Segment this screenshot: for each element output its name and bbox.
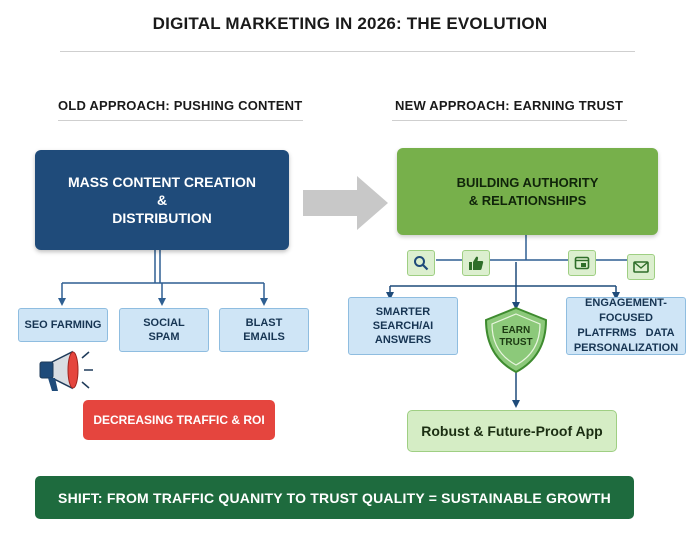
old-approach-heading: OLD APPROACH: PUSHING CONTENT — [58, 98, 303, 113]
megaphone-icon — [39, 350, 93, 391]
mail-icon — [627, 254, 655, 280]
authority-line2: & RELATIONSHIPS — [468, 192, 587, 208]
tactic-label: SEO FARMING — [24, 319, 102, 331]
old-approach-rule — [58, 120, 303, 121]
smarter-search-line2: SEARCH/AI — [372, 320, 434, 332]
mass-content-box: MASS CONTENT CREATION & DISTRIBUTION — [35, 150, 289, 250]
decreasing-traffic-box: DECREASING TRAFFIC & ROI — [83, 400, 275, 440]
shield-line1: EARN — [501, 325, 531, 336]
engagement-line1: ENGAGEMENT-FOCUSED — [585, 297, 667, 324]
thumbs-up-icon — [462, 250, 490, 276]
search-icon — [407, 250, 435, 276]
authority-line1: BUILDING AUTHORITY — [456, 174, 599, 190]
mass-content-line3: DISTRIBUTION — [112, 210, 212, 226]
smarter-search-line3: ANSWERS — [374, 334, 432, 346]
tactic-label: EMAILS — [243, 331, 285, 343]
mass-content-line1: MASS CONTENT CREATION — [68, 174, 256, 190]
robust-app-box: Robust & Future-Proof App — [407, 410, 617, 452]
blast-emails-box: BLAST EMAILS — [219, 308, 309, 352]
engagement-platforms-box: ENGAGEMENT-FOCUSED PLATFRMS DATA PERSONA… — [566, 297, 686, 355]
tactic-label: BLAST — [245, 317, 283, 329]
smarter-search-line1: SMARTER — [375, 306, 431, 318]
title-divider — [60, 51, 635, 52]
new-approach-heading: NEW APPROACH: EARNING TRUST — [395, 98, 624, 113]
social-spam-box: SOCIAL SPAM — [119, 308, 209, 352]
mass-content-line2: & — [156, 192, 168, 208]
tactic-label: SOCIAL — [143, 317, 185, 329]
earn-trust-shield: EARN TRUST — [490, 322, 542, 352]
smarter-search-box: SMARTER SEARCH/AI ANSWERS — [348, 297, 458, 355]
shield-shape — [484, 306, 548, 374]
tactic-label: SPAM — [148, 331, 180, 343]
seo-farming-box: SEO FARMING — [18, 308, 108, 342]
building-authority-box: BUILDING AUTHORITY & RELATIONSHIPS — [397, 148, 658, 235]
shield-line2: TRUST — [499, 337, 533, 348]
shift-banner: SHIFT: FROM TRAFFIC QUANITY TO TRUST QUA… — [35, 476, 634, 519]
engagement-line3: PERSONALIZATION — [573, 342, 679, 354]
new-approach-rule — [392, 120, 627, 121]
app-window-icon — [568, 250, 596, 276]
engagement-line2: PLATFRMS DATA — [577, 327, 675, 339]
transition-arrow — [303, 176, 388, 230]
page-title: DIGITAL MARKETING IN 2026: THE EVOLUTION — [152, 14, 548, 33]
